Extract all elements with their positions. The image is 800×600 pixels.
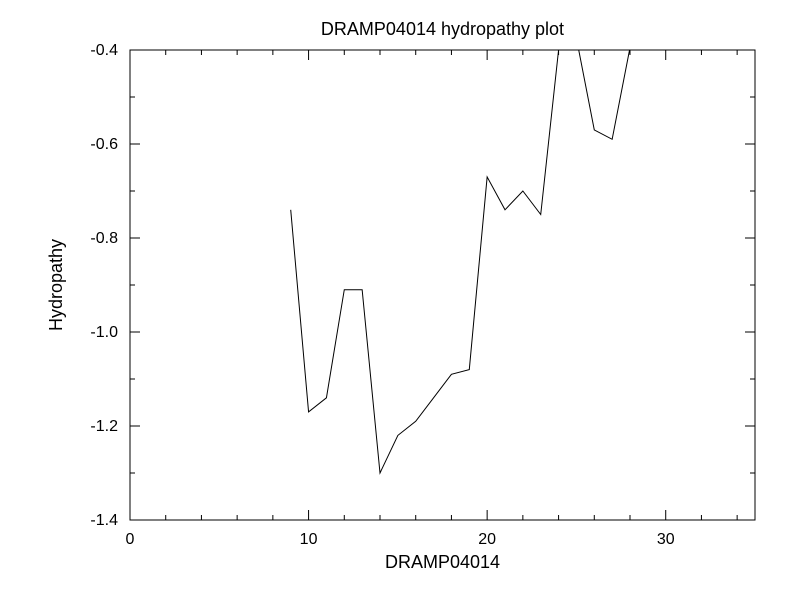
svg-text:0: 0	[126, 531, 135, 548]
svg-text:-1.0: -1.0	[90, 324, 118, 341]
svg-text:DRAMP04014: DRAMP04014	[385, 552, 500, 572]
svg-text:-0.6: -0.6	[90, 136, 118, 153]
svg-text:Hydropathy: Hydropathy	[46, 239, 66, 331]
svg-text:-1.2: -1.2	[90, 418, 118, 435]
svg-text:DRAMP04014 hydropathy plot: DRAMP04014 hydropathy plot	[321, 19, 564, 39]
svg-text:-1.4: -1.4	[90, 512, 118, 529]
hydropathy-chart: 0 10 20 30 -1.4 -1.2 -1.0 -0.8 -0.6 -0.4 DRAMP0401…	[0, 0, 800, 600]
svg-text:20: 20	[478, 531, 496, 548]
chart-svg: 0 10 20 30 -1.4 -1.2 -1.0 -0.8 -0.6 -0.4 DRAMP0401…	[0, 0, 800, 600]
svg-text:10: 10	[300, 531, 318, 548]
svg-text:-0.4: -0.4	[90, 42, 118, 59]
svg-text:-0.8: -0.8	[90, 230, 118, 247]
svg-text:30: 30	[657, 531, 675, 548]
